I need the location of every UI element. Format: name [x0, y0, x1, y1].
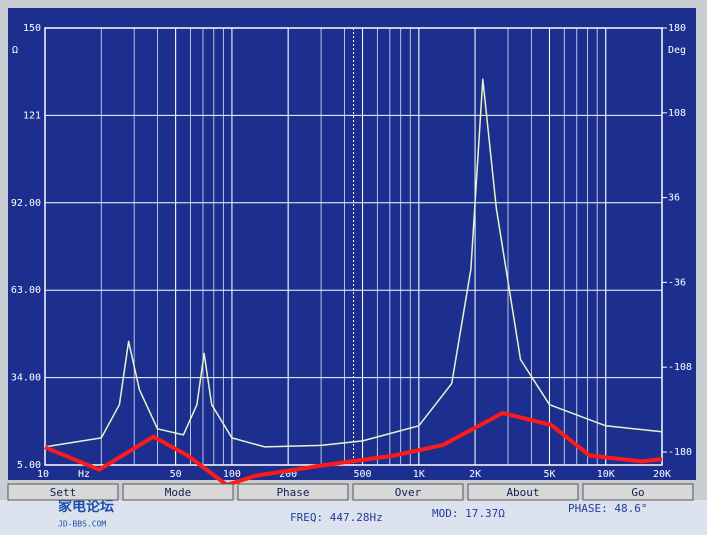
button [582, 483, 694, 501]
button-label[interactable]: Phase [276, 486, 309, 499]
status-text: FREQ: 447.28Hz [290, 511, 383, 524]
button-label[interactable]: Go [631, 486, 644, 499]
x-tick-label: 100 [223, 469, 241, 480]
y2-tick-label: 36 [668, 193, 680, 204]
y2-tick-label: -36 [668, 277, 686, 288]
y-tick-label: 34.00 [11, 373, 41, 384]
x-tick-label: 20K [653, 469, 671, 480]
x-tick-label: 1K [413, 469, 425, 480]
y-tick-label: 63.00 [11, 285, 41, 296]
y2-tick-label: -180 [668, 447, 692, 458]
button [237, 483, 349, 501]
button [7, 483, 119, 501]
x-tick-label: 2K [469, 469, 481, 480]
y-unit: Ω [12, 45, 18, 56]
y2-tick-label: 108 [668, 108, 686, 119]
y2-tick-label: 180 [668, 23, 686, 34]
status-text: PHASE: 48.6° [568, 502, 647, 515]
watermark: JD-BBS.COM [58, 520, 106, 529]
x-tick-label: 10 [37, 469, 49, 480]
status-text: MOD: 17.37Ω [432, 507, 505, 520]
button [122, 483, 234, 501]
series-line [44, 411, 663, 487]
button [467, 483, 579, 501]
button-label[interactable]: Over [395, 486, 422, 499]
button [352, 483, 464, 501]
status-bar [0, 500, 707, 535]
y-tick-label: 92.00 [11, 198, 41, 209]
watermark: 家电论坛 [58, 498, 114, 515]
button-label[interactable]: About [506, 486, 539, 499]
y-tick-label: 150 [23, 23, 41, 34]
y-tick-label: 121 [23, 110, 41, 121]
button-label[interactable]: Mode [165, 486, 192, 499]
x-tick-label: 500 [354, 469, 372, 480]
y-tick-label: 5.00 [17, 460, 41, 471]
y2-unit: Deg [668, 45, 686, 56]
series-line [44, 78, 663, 448]
x-tick-label: 200 [279, 469, 297, 480]
plot-background [8, 8, 696, 480]
x-tick-label: 5K [543, 469, 555, 480]
button-label[interactable]: Sett [50, 486, 77, 499]
x-tick-label: 10K [597, 469, 615, 480]
y2-tick-label: -108 [668, 362, 692, 373]
x-tick-label: 50 [170, 469, 182, 480]
x-unit: Hz [78, 469, 90, 480]
